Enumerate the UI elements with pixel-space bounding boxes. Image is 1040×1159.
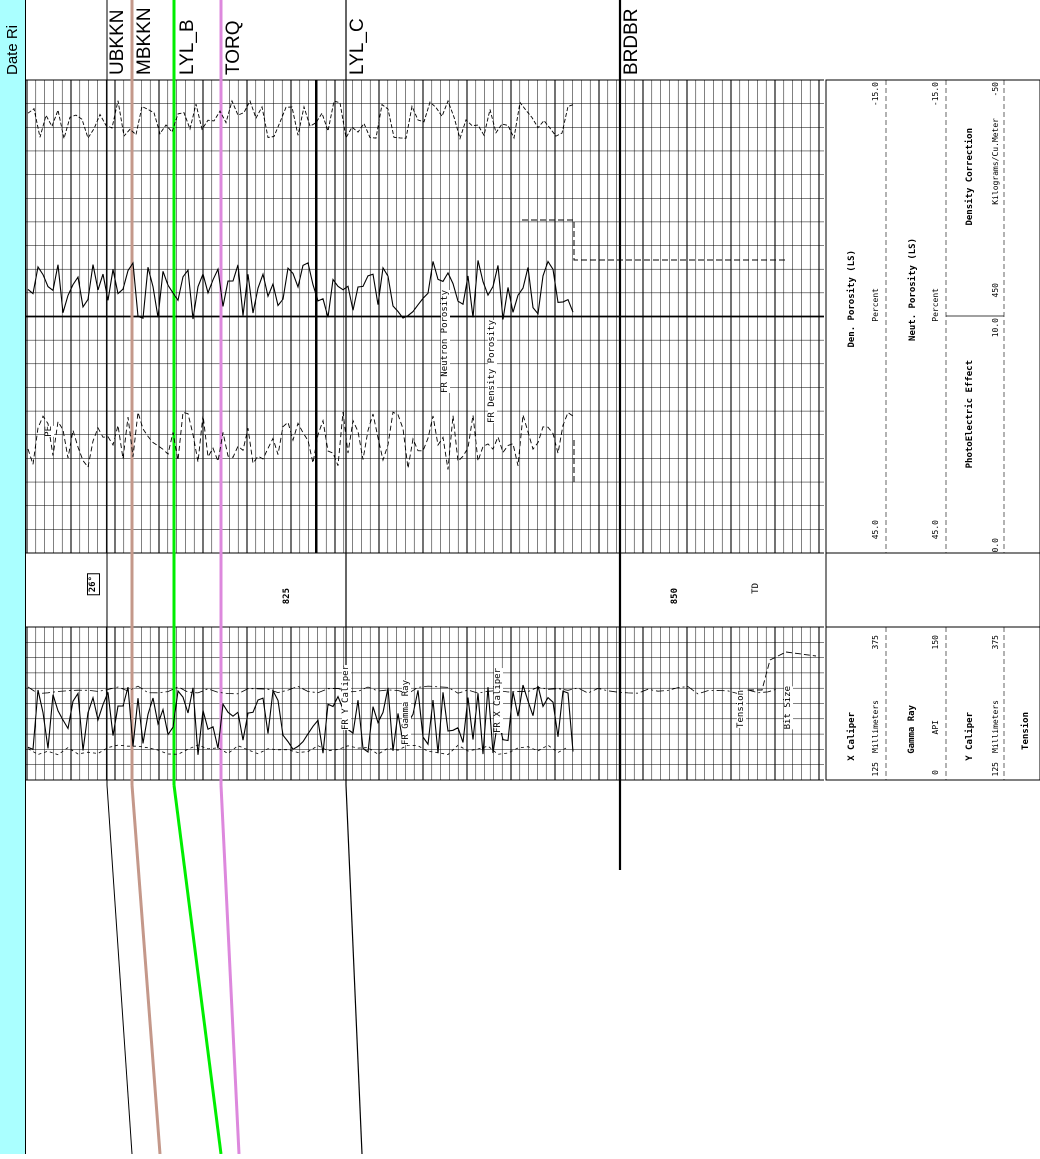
formation-line-lyl-c-correlation xyxy=(345,784,363,1155)
x-caliper-unit: Millimeters xyxy=(871,700,880,753)
formation-line-torq-correlation xyxy=(219,784,241,1155)
formation-top-mbkkn: MBKKN xyxy=(135,7,154,75)
curve-x-caliper xyxy=(27,685,779,695)
curve-label-x-caliper: FR X Caliper xyxy=(493,668,503,734)
den-porosity-min: 45.0 xyxy=(871,520,880,540)
curve-neutron-porosity xyxy=(27,260,574,320)
well-log-panel: UBKKN MBKKN LYL_B TORQ LYL_C BRDBR 26° 8… xyxy=(26,0,1040,1159)
formation-top-ubkkn: UBKKN xyxy=(108,9,127,75)
pe-max: 10.0 xyxy=(991,318,1000,338)
x-caliper-max: 375 xyxy=(871,635,880,650)
y-caliper-unit: Millimeters xyxy=(991,700,1000,753)
y-caliper-max: 375 xyxy=(991,635,1000,650)
well-log-canvas xyxy=(26,0,1040,1155)
density-correction-max: -50 xyxy=(991,82,1000,97)
formation-line-lyl-b-correlation xyxy=(172,784,223,1155)
pe-title: PhotoElectric Effect xyxy=(965,360,975,469)
curve-tension xyxy=(748,651,817,691)
curve-label-pe: PE xyxy=(44,426,54,437)
formation-top-torq: TORQ xyxy=(224,20,243,75)
gamma-ray-min: 0 xyxy=(931,770,940,775)
curve-label-neutron: FR Neutron Porosity xyxy=(440,290,450,393)
neut-porosity-min: 45.0 xyxy=(931,520,940,540)
den-porosity-title: Den. Porosity (LS) xyxy=(847,250,857,348)
neut-porosity-max: -15.0 xyxy=(931,82,940,107)
tension-title: Tension xyxy=(1021,712,1031,750)
formation-line-mbkkn-correlation xyxy=(130,784,162,1155)
header-panel xyxy=(825,79,1040,781)
formation-top-lyl-b: LYL_B xyxy=(178,19,197,75)
curve-density-correction xyxy=(522,219,786,485)
formation-top-brdbr: BRDBR xyxy=(622,8,641,75)
curve-pe xyxy=(27,99,575,141)
td-marker: TD xyxy=(751,583,761,594)
neut-porosity-title: Neut. Porosity (LS) xyxy=(908,238,918,341)
curve-label-density: FR Density Porosity xyxy=(487,320,497,423)
y-caliper-title: Y Caliper xyxy=(965,712,975,761)
density-correction-min: 450 xyxy=(991,283,1000,298)
deviation-angle: 26° xyxy=(87,573,100,596)
formation-top-lyl-c: LYL_C xyxy=(348,18,367,75)
gamma-ray-title: Gamma Ray xyxy=(907,705,917,754)
formation-line-ubkkn-correlation xyxy=(106,784,133,1155)
depth-850: 850 xyxy=(670,588,680,605)
sidebar-date-label: Date Ri xyxy=(4,24,21,75)
x-caliper-min: 125 xyxy=(871,762,880,777)
sidebar: Date Ri xyxy=(0,0,26,1154)
curve-label-gamma: FR Gamma Ray xyxy=(401,680,411,746)
curve-label-bit-size: Bit Size xyxy=(783,686,793,730)
depth-825: 825 xyxy=(282,588,292,605)
den-porosity-unit: Percent xyxy=(871,288,880,322)
gamma-ray-unit: API xyxy=(931,720,940,735)
pe-min: 0.0 xyxy=(991,538,1000,553)
curve-density-porosity xyxy=(27,411,574,470)
curve-label-tension: Tension xyxy=(736,690,746,728)
x-caliper-title: X Caliper xyxy=(847,712,857,761)
curve-gamma-ray xyxy=(27,684,574,755)
neut-porosity-unit: Percent xyxy=(931,288,940,322)
gamma-ray-max: 150 xyxy=(931,635,940,650)
density-correction-title: Density Correction xyxy=(965,128,975,226)
y-caliper-min: 125 xyxy=(991,762,1000,777)
curve-y-caliper xyxy=(27,744,569,756)
density-correction-unit: Kilograms/Cu.Meter xyxy=(991,118,1000,205)
den-porosity-max: -15.0 xyxy=(871,82,880,107)
curve-label-y-caliper: FR Y Caliper xyxy=(341,665,351,731)
